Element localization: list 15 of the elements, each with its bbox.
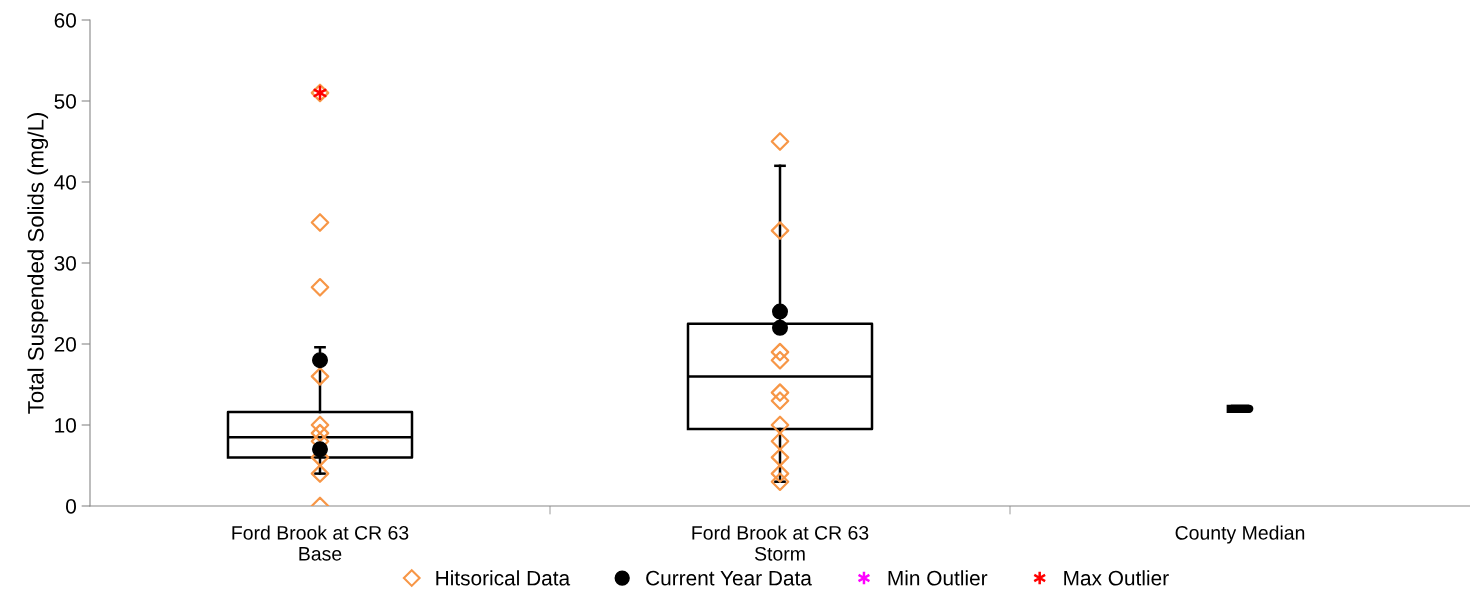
y-tick-label: 10 bbox=[55, 418, 76, 433]
legend-label: Current Year Data bbox=[646, 570, 812, 586]
x-tick-label: Ford Brook at CR 63 Storm bbox=[692, 525, 869, 561]
y-tick-label: 30 bbox=[54, 256, 76, 271]
y-tick-label: 60 bbox=[54, 13, 76, 28]
y-tick-label: 40 bbox=[54, 175, 76, 190]
y-tick-label: 0 bbox=[66, 499, 76, 514]
legend-label: Min Outlier bbox=[888, 570, 988, 586]
y-tick-label: 20 bbox=[54, 337, 76, 352]
legend-label: Max Outlier bbox=[1064, 570, 1169, 586]
y-tick-label: 50 bbox=[54, 94, 76, 109]
x-tick-label: Ford Brook at CR 63 Base bbox=[232, 525, 409, 561]
y-axis-title: Total Suspended Solids (mg/L) bbox=[27, 113, 49, 414]
legend-label: Hitsorical Data bbox=[436, 570, 571, 586]
x-tick-label: County Median bbox=[1175, 525, 1305, 544]
